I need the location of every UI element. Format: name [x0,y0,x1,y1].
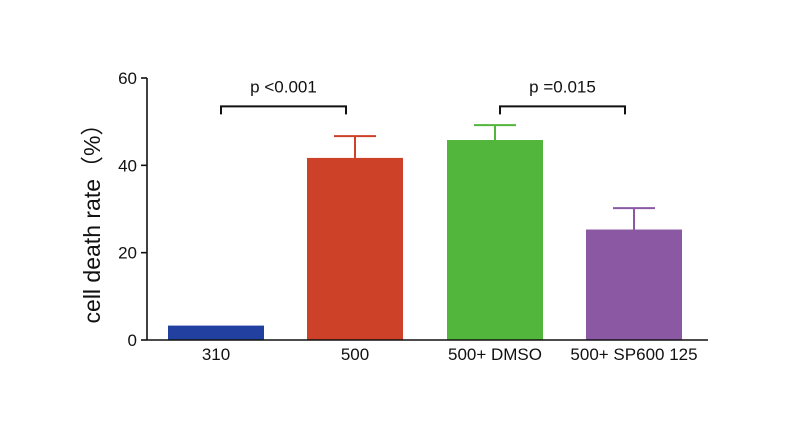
x-tick-label-2: 500+ DMSO [448,345,542,364]
y-ticks-group: 0 20 40 60 [118,69,147,350]
significance-label-1: p =0.015 [529,77,596,96]
y-axis-title: cell death rate（%） [79,113,105,324]
x-ticks-group: 310 500 500+ DMSO 500+ SP600 125 [202,345,698,364]
significance-bracket-0 [220,105,347,115]
y-tick-label-0: 0 [128,331,137,350]
x-tick-label-3: 500+ SP600 125 [570,345,697,364]
y-tick-label-1: 20 [118,244,137,263]
y-tick-label-2: 40 [118,156,137,175]
x-tick-label-0: 310 [202,345,230,364]
y-tick-label-3: 60 [118,69,137,88]
significance-bracket-1 [499,105,626,115]
bar-3 [586,229,682,340]
error-bars-group [334,124,655,230]
bar-0 [168,325,264,340]
x-tick-label-1: 500 [341,345,369,364]
significance-label-0: p <0.001 [250,77,317,96]
axes-group [146,78,708,341]
bars-group [168,140,682,340]
bar-2 [447,140,543,340]
bar-1 [307,157,403,340]
significance-group: p <0.001 p =0.015 [220,77,626,115]
